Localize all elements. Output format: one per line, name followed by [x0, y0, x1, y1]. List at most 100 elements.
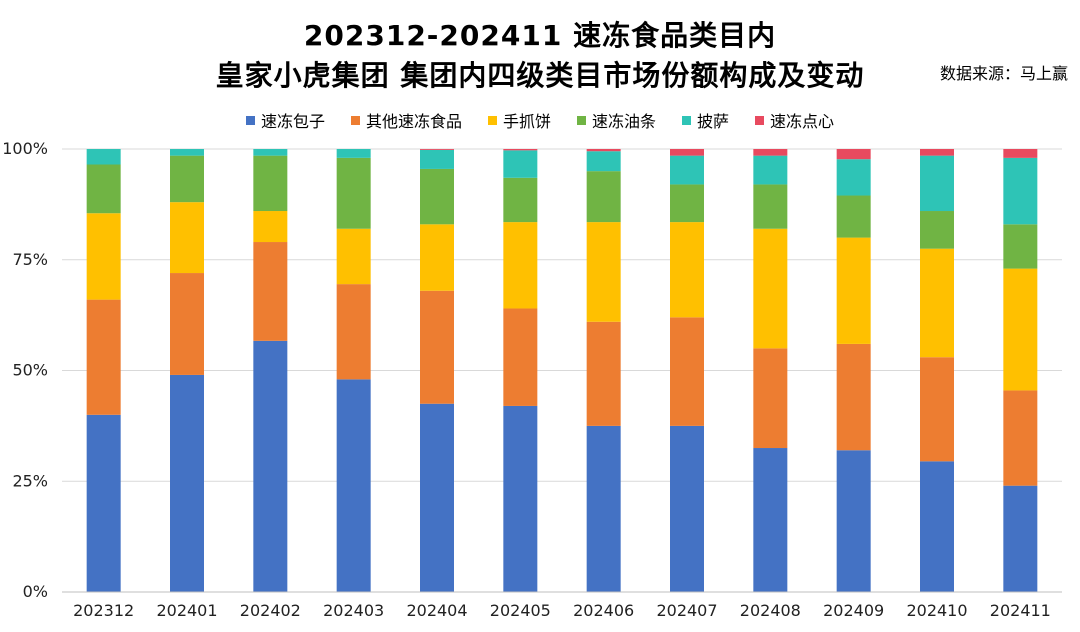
- y-tick-label: 0%: [23, 582, 48, 601]
- bar-segment: [1003, 149, 1038, 158]
- bar-segment: [336, 379, 371, 592]
- bar-segment: [170, 273, 204, 375]
- bar-segment: [920, 461, 954, 592]
- bar-segment: [336, 284, 371, 380]
- bar-segment: [503, 150, 538, 178]
- bar-segment: [753, 155, 788, 185]
- legend-swatch: [487, 115, 497, 125]
- bar-segment: [420, 290, 454, 404]
- bar-segment: [336, 149, 371, 158]
- bar-segment: [586, 222, 621, 322]
- bar-segment: [503, 177, 538, 223]
- bar-segment: [420, 149, 454, 169]
- bar-segment: [336, 228, 371, 285]
- bar-segment: [836, 195, 871, 238]
- bar-segment: [253, 242, 288, 341]
- bar-segment: [670, 184, 704, 223]
- x-tick-label: 202409: [823, 601, 884, 620]
- legend-item: 速冻点心: [755, 108, 834, 132]
- chart-legend: 速冻包子 其他速冻食品 手抓饼 速冻油条 披萨 速冻点心: [0, 108, 1080, 132]
- x-tick-label: 202408: [740, 601, 801, 620]
- legend-item: 披萨: [682, 108, 729, 132]
- legend-item: 速冻包子: [245, 108, 325, 132]
- legend-item: 其他速冻食品: [350, 108, 462, 132]
- bar-segment: [253, 211, 288, 243]
- bar-segment: [86, 299, 121, 415]
- bar-segment: [253, 149, 288, 156]
- x-tick-label: 202411: [990, 601, 1051, 620]
- bar-segment: [753, 228, 788, 349]
- bar-segment: [670, 155, 704, 185]
- bar-segment: [670, 149, 704, 156]
- bar-segment: [920, 248, 954, 358]
- bar-segment: [1003, 157, 1038, 225]
- bar-segment: [753, 184, 788, 229]
- bar-segment: [836, 159, 871, 196]
- chart-title-line2: 皇家小虎集团 集团内四级类目市场份额构成及变动: [215, 59, 865, 92]
- bar-segment: [170, 374, 204, 592]
- bar-segment: [836, 237, 871, 344]
- bar-segment: [586, 425, 621, 592]
- bar-segment: [1003, 268, 1038, 391]
- legend-label: 速冻点心: [770, 112, 835, 131]
- bar-segment: [670, 317, 704, 426]
- x-tick-label: 202403: [323, 601, 384, 620]
- bar-segment: [586, 149, 621, 152]
- bar-segment: [836, 149, 871, 160]
- bar-segment: [253, 155, 288, 212]
- legend-swatch: [682, 115, 692, 125]
- x-tick-label: 202407: [656, 601, 717, 620]
- bar-segment: [586, 321, 621, 426]
- y-tick-label: 50%: [12, 361, 48, 380]
- bar-segment: [86, 213, 121, 300]
- bar-segment: [503, 405, 538, 592]
- legend-label: 手抓饼: [502, 112, 551, 131]
- bar-segment: [170, 202, 204, 274]
- bar-segment: [920, 357, 954, 462]
- y-tick-label: 100%: [2, 139, 48, 158]
- x-tick-label: 202401: [156, 601, 217, 620]
- bar-segment: [586, 171, 621, 223]
- bar-segment: [420, 168, 454, 225]
- bar-segment: [503, 222, 538, 309]
- chart-title-line1: 202312-202411 速冻食品类目内: [303, 19, 777, 52]
- bar-segment: [836, 450, 871, 592]
- x-tick-label: 202404: [406, 601, 467, 620]
- legend-item: 手抓饼: [487, 108, 551, 132]
- bar-segment: [253, 340, 288, 592]
- legend-label: 速冻包子: [260, 112, 325, 131]
- bar-segment: [670, 222, 704, 318]
- legend-item: 速冻油条: [577, 108, 656, 132]
- bar-segment: [753, 149, 788, 156]
- bar-segment: [86, 164, 121, 214]
- bar-segment: [420, 224, 454, 291]
- bar-segment: [1003, 485, 1038, 592]
- data-source-note: 数据来源：马上赢: [939, 64, 1068, 83]
- legend-swatch: [755, 115, 765, 125]
- legend-label: 速冻油条: [592, 112, 657, 131]
- bar-segment: [836, 343, 871, 451]
- x-tick-label: 202410: [906, 601, 967, 620]
- bar-segment: [670, 425, 704, 592]
- legend-swatch: [577, 115, 586, 125]
- bar-segment: [920, 149, 954, 156]
- bar-segment: [753, 448, 788, 592]
- bar-segment: [170, 149, 204, 156]
- y-tick-label: 75%: [12, 250, 48, 269]
- bar-segment: [420, 149, 454, 150]
- x-tick-label: 202312: [73, 601, 134, 620]
- legend-label: 披萨: [697, 112, 730, 131]
- y-tick-label: 25%: [12, 471, 48, 490]
- x-tick-label: 202405: [490, 601, 551, 620]
- legend-label: 其他速冻食品: [365, 112, 462, 131]
- legend-swatch: [350, 115, 360, 125]
- bar-segment: [753, 348, 788, 449]
- x-tick-label: 202402: [240, 601, 301, 620]
- bar-segment: [920, 155, 954, 212]
- bar-segment: [503, 149, 538, 151]
- bar-segment: [170, 155, 204, 203]
- bar-segment: [86, 414, 121, 592]
- bar-segment: [86, 149, 121, 165]
- legend-swatch: [245, 115, 255, 125]
